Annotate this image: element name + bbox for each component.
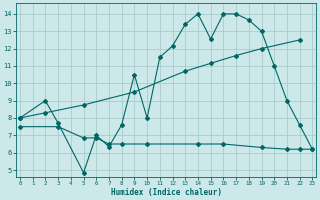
X-axis label: Humidex (Indice chaleur): Humidex (Indice chaleur) [111,188,222,197]
